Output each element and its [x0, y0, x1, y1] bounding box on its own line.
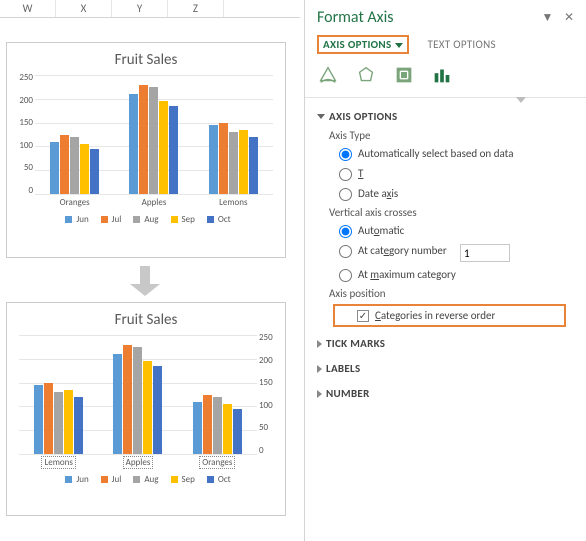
- opt-reverse-order[interactable]: ✓ Categories in reverse order: [333, 304, 566, 327]
- radio-cross-auto[interactable]: [339, 225, 352, 238]
- format-axis-panel: Format Axis ▼ ✕ AXIS OPTIONS TEXT OPTION…: [304, 0, 586, 541]
- at-category-input[interactable]: [460, 244, 510, 262]
- tab-axis-options[interactable]: AXIS OPTIONS: [317, 35, 409, 54]
- effects-icon[interactable]: [355, 64, 377, 89]
- panel-dropdown-icon[interactable]: ▼: [542, 11, 554, 25]
- panel-title: Format Axis: [317, 8, 394, 27]
- radio-cross-atcat[interactable]: [339, 245, 352, 258]
- chart-title: Fruit Sales: [7, 43, 285, 71]
- opt-axis-type-date[interactable]: Date axis: [317, 184, 574, 204]
- opt-cross-auto[interactable]: Automatic: [317, 221, 574, 241]
- chart-plot-area: 250200150100500: [35, 75, 273, 195]
- axis-position-label: Axis position: [317, 285, 574, 302]
- panel-close-icon[interactable]: ✕: [564, 11, 574, 25]
- opt-axis-type-auto[interactable]: Automatically select based on data: [317, 144, 574, 164]
- chart-plot-area: 250200150100500: [19, 335, 257, 455]
- radio-auto[interactable]: [339, 148, 352, 161]
- chart-legend: JunJulAugSepOct: [7, 474, 285, 485]
- chart-fruit-sales-reversed[interactable]: Fruit Sales 250200150100500 LemonsApples…: [6, 302, 286, 516]
- worksheet-area: W X Y Z Fruit Sales 250200150100500 Oran…: [0, 0, 300, 541]
- section-tick-marks-header[interactable]: TICK MARKS: [317, 333, 574, 354]
- opt-cross-atcat[interactable]: At category number: [317, 241, 574, 265]
- col-header[interactable]: W: [0, 0, 56, 17]
- radio-date[interactable]: [339, 188, 352, 201]
- col-header[interactable]: Z: [168, 0, 224, 17]
- panel-icon-row: [305, 60, 586, 95]
- opt-axis-type-text[interactable]: T: [317, 164, 574, 184]
- axis-options-icon[interactable]: [431, 64, 453, 89]
- fill-line-icon[interactable]: [317, 64, 339, 89]
- column-headers: W X Y Z: [0, 0, 300, 18]
- x-axis-labels[interactable]: LemonsApplesOranges: [19, 457, 257, 468]
- section-number-header[interactable]: NUMBER: [317, 383, 574, 404]
- col-header[interactable]: X: [56, 0, 112, 17]
- section-axis-options-header[interactable]: AXIS OPTIONS: [317, 106, 574, 127]
- vertical-crosses-label: Vertical axis crosses: [317, 204, 574, 221]
- x-axis-labels: OrangesApplesLemons: [35, 197, 273, 208]
- size-properties-icon[interactable]: [393, 64, 415, 89]
- opt-cross-atmax[interactable]: At maximum category: [317, 265, 574, 285]
- checkbox-reverse[interactable]: ✓: [357, 310, 369, 322]
- chart-fruit-sales-original[interactable]: Fruit Sales 250200150100500 OrangesApple…: [6, 42, 286, 258]
- chart-legend: JunJulAugSepOct: [7, 214, 285, 225]
- section-labels-header[interactable]: LABELS: [317, 358, 574, 379]
- arrow-down-icon: [130, 266, 160, 296]
- axis-type-label: Axis Type: [317, 127, 574, 144]
- radio-cross-atmax[interactable]: [339, 269, 352, 282]
- chart-title: Fruit Sales: [7, 303, 285, 331]
- col-header[interactable]: Y: [112, 0, 168, 17]
- radio-text[interactable]: [339, 168, 352, 181]
- tab-text-options[interactable]: TEXT OPTIONS: [427, 38, 495, 51]
